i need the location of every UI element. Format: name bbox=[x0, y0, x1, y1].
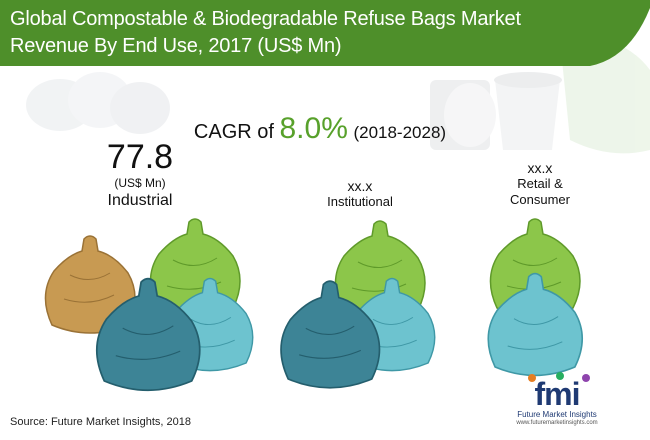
industrial-bags bbox=[44, 218, 254, 392]
industrial-value: 77.8 bbox=[106, 138, 174, 176]
cagr-period: (2018-2028) bbox=[353, 123, 447, 142]
cagr-value: 8.0% bbox=[279, 112, 348, 145]
retail-consumer-label-line2: Consumer bbox=[510, 192, 570, 207]
retail-consumer-value: xx.x bbox=[527, 160, 553, 176]
title-banner bbox=[0, 0, 650, 66]
fmi-logo: fmi bbox=[534, 376, 581, 412]
green-bag-icon bbox=[334, 220, 426, 319]
retail-consumer-label: Retail & Consumer bbox=[480, 176, 600, 208]
source-note: Source: Future Market Insights, 2018 bbox=[10, 416, 191, 428]
institutional-label: Institutional bbox=[327, 194, 393, 209]
tan-bag-icon bbox=[44, 235, 136, 334]
industrial-label: Industrial bbox=[107, 192, 173, 209]
fmi-logo-url: www.futuremarketinsights.com bbox=[516, 420, 598, 426]
cagr-text: CAGR of 8.0% (2018-2028) bbox=[170, 112, 470, 146]
teal-bag-icon bbox=[95, 277, 201, 392]
lightblue-bag-icon bbox=[487, 272, 584, 377]
institutional-bags bbox=[280, 220, 436, 389]
chart-title: Global Compostable & Biodegradable Refus… bbox=[10, 8, 521, 57]
retail-consumer-label-line1: Retail & bbox=[517, 176, 563, 191]
cagr-prefix: CAGR of bbox=[193, 121, 274, 143]
fmi-logo-mark bbox=[528, 372, 590, 382]
fmi-logo-name: Future Market Insights bbox=[517, 410, 597, 419]
teal-bag-icon bbox=[280, 280, 381, 389]
retail-consumer-bags bbox=[487, 218, 584, 377]
institutional-value: xx.x bbox=[347, 178, 373, 194]
industrial-unit: (US$ Mn) bbox=[114, 176, 166, 190]
